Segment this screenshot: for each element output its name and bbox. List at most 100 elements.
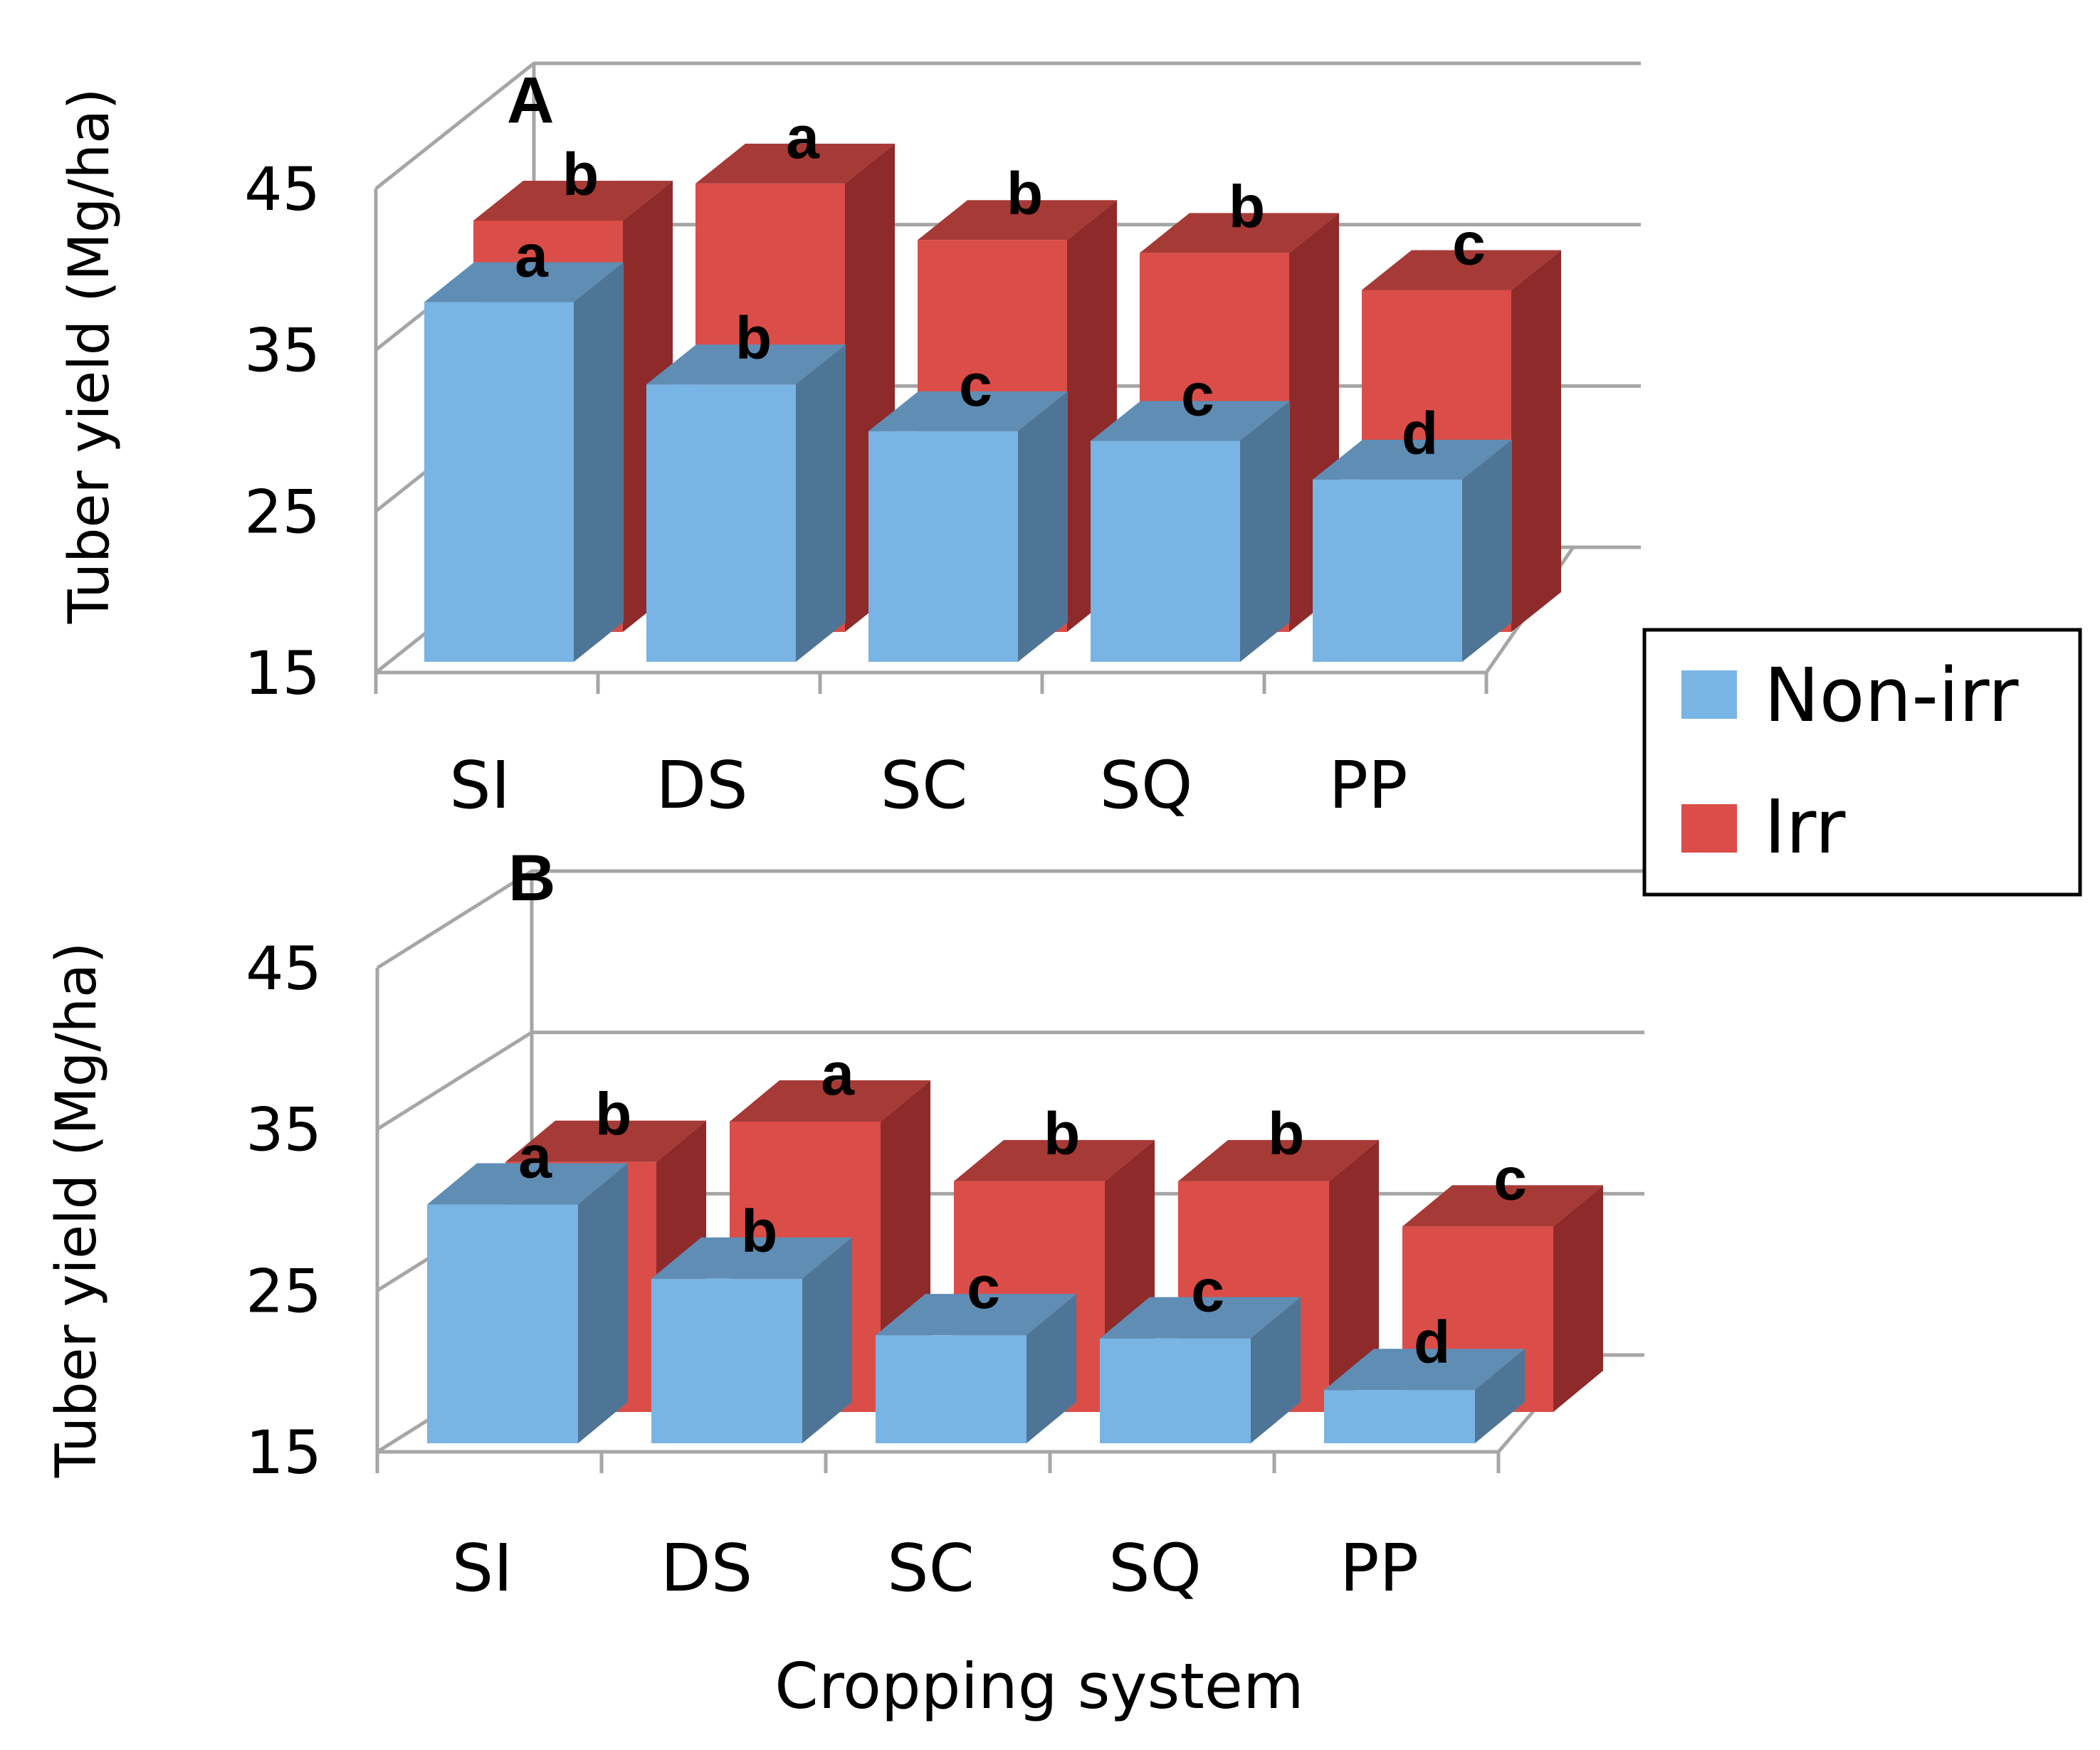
x-category-label: PP [1329,747,1408,823]
bar-top-face [1091,401,1290,441]
gridline [376,1031,1644,1131]
x-category-label: SC [887,1530,975,1606]
y-tick-label: 35 [246,1095,322,1165]
bar-front-face [876,1335,1027,1443]
x-category-label: SC [881,747,968,823]
bar-side-face [802,1237,852,1443]
legend-label-nonirr: Non-irr [1764,652,2019,739]
bar-side-face [578,1163,628,1443]
bar-side-face [1329,1139,1379,1412]
significance-letter-nonirr: d [1414,1309,1450,1376]
bar-top-face [427,1163,628,1205]
bar-nonirr-si [427,1163,628,1443]
significance-letter-nonirr: b [735,305,772,371]
bar-top-face [918,200,1117,241]
y-tick-label: 45 [246,934,322,1003]
panel-a-y-tick-labels: 15 25 35 45 [244,154,320,708]
bar-top-face [1178,1139,1379,1181]
bar-front-face [868,431,1018,662]
bar-top-face [868,391,1068,431]
bar-top-face [424,262,624,302]
y-tick-label: 25 [244,477,320,547]
bar-side-face [1462,439,1512,662]
y-tick-label: 15 [244,638,320,708]
x-category-label: DS [656,747,747,823]
bar-front-face [651,1278,802,1443]
bar-side-face [1511,250,1561,632]
bar-front-face [1100,1338,1251,1443]
bar-side-face [1240,401,1290,662]
x-axis-title: Cropping system [775,1650,1303,1723]
legend: Non-irr Irr [1642,628,2082,897]
significance-letter-nonirr: b [741,1198,777,1265]
bar-top-face [1140,213,1339,253]
y-tick-label: 25 [246,1256,322,1326]
panel-b-y-axis-title: Tuber yield (Mg/ha) [45,942,109,1479]
bar-top-face [1324,1349,1525,1391]
significance-letter-irr: b [595,1081,631,1148]
significance-letter-nonirr: c [959,352,992,418]
significance-letter-nonirr: c [1181,361,1214,428]
bar-side-face [1018,391,1068,662]
bar-front-face [1324,1390,1475,1443]
legend-swatch-nonirr [1681,670,1737,719]
panel-b-nonirr-bars [427,1163,1525,1443]
bar-side-face [1475,1349,1525,1443]
significance-letter-nonirr: a [515,223,549,290]
bar-top-face [730,1080,930,1122]
y-tick-label: 15 [246,1418,322,1487]
bar-nonirr-ds [646,344,846,662]
significance-letter-irr: b [1229,173,1265,240]
significance-letter-nonirr: a [518,1124,552,1191]
bar-top-face [876,1294,1076,1336]
significance-letter-irr: c [1452,210,1486,277]
bar-nonirr-si [424,262,624,662]
bar-front-face [427,1204,578,1443]
significance-letter-irr: c [1493,1145,1527,1212]
bar-front-face [646,384,796,662]
panel-b-category-labels: SI DS SC SQ PP [452,1530,1419,1606]
significance-letter-nonirr: c [1191,1258,1224,1324]
panel-a-nonirr-bars [424,262,1512,662]
bar-nonirr-pp [1324,1349,1525,1443]
bar-side-face [1251,1297,1301,1443]
bar-nonirr-sc [868,391,1068,662]
bar-top-face [1100,1297,1301,1339]
panel-b-y-tick-labels: 15 25 35 45 [246,934,322,1487]
significance-letter-irr: b [1268,1100,1304,1167]
y-tick-label: 35 [244,316,320,386]
bar-side-face [796,344,846,662]
panel-b-label: B [508,842,555,914]
y-tick-label: 45 [244,154,320,224]
bar-nonirr-sc [876,1294,1076,1443]
significance-letter-irr: b [1044,1100,1080,1167]
significance-letter-nonirr: d [1402,400,1438,467]
bar-nonirr-ds [651,1237,852,1443]
bar-nonirr-sq [1100,1297,1301,1443]
legend-label-irr: Irr [1764,784,1846,870]
significance-letter-irr: a [786,104,820,171]
gridline [376,869,1644,970]
legend-swatch-irr [1681,804,1737,853]
panel-a-label: A [507,64,554,137]
x-category-label: SQ [1108,1530,1202,1606]
bar-front-face [1091,441,1240,662]
bar-top-face [646,344,846,385]
bar-front-face [424,302,574,662]
bar-front-face [1313,479,1462,662]
x-category-label: DS [661,1530,752,1606]
significance-letter-irr: b [562,141,599,208]
bar-nonirr-sq [1091,401,1290,662]
x-category-label: PP [1340,1530,1419,1606]
panel-a-category-labels: SI DS SC SQ PP [449,747,1407,823]
bar-top-face [695,143,895,184]
bar-side-face [574,262,624,662]
bar-side-face [1553,1185,1603,1412]
bar-top-face [1313,439,1512,480]
x-category-label: SI [452,1530,513,1606]
